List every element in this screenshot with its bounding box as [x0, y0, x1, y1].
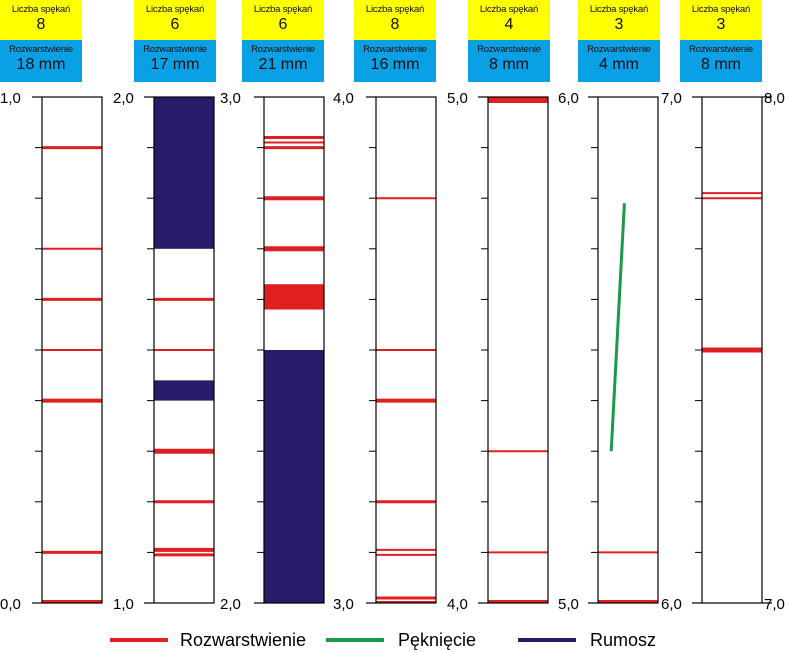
depth-label: 6,0 — [661, 596, 682, 613]
count-box: Liczba spękań 6 — [134, 0, 216, 40]
spacing-label: Rozwarstwienie — [363, 44, 427, 55]
spacing-label: Rozwarstwienie — [143, 44, 207, 55]
count-box: Liczba spękań 3 — [578, 0, 660, 40]
column-header: Liczba spękań 3 Rozwarstwienie 4 mm — [578, 0, 660, 82]
spacing-box: Rozwarstwienie 16 mm — [354, 40, 436, 82]
count-label: Liczba spękań — [589, 4, 649, 15]
spacing-box: Rozwarstwienie 8 mm — [680, 40, 762, 82]
rubble-zone — [154, 380, 214, 401]
crack-line — [609, 203, 626, 452]
spacing-label: Rozwarstwienie — [477, 44, 541, 55]
legend-label: Rumosz — [590, 630, 656, 650]
column-header: Liczba spękań 3 Rozwarstwienie 8 mm — [680, 0, 762, 82]
count-box: Liczba spękań 8 — [0, 0, 82, 40]
depth-label: 7,0 — [764, 596, 785, 613]
spacing-value: 18 mm — [16, 56, 66, 73]
depth-label: 3,0 — [333, 596, 354, 613]
depth-label: 3,0 — [220, 90, 241, 107]
depth-label: 6,0 — [558, 90, 579, 107]
count-label: Liczba spękań — [479, 4, 539, 15]
count-value: 3 — [614, 16, 624, 33]
delamination-zone — [264, 284, 324, 310]
depth-label: 2,0 — [220, 596, 241, 613]
depth-label: 1,0 — [113, 596, 134, 613]
count-label: Liczba spękań — [11, 4, 71, 15]
core-column — [487, 96, 549, 604]
count-label: Liczba spękań — [253, 4, 313, 15]
count-box: Liczba spękań 3 — [680, 0, 762, 40]
core-column — [597, 96, 659, 604]
count-box: Liczba spękań 8 — [354, 0, 436, 40]
rubble-zone — [154, 97, 214, 249]
depth-label: 5,0 — [447, 90, 468, 107]
rubble-zone — [264, 350, 324, 603]
count-value: 3 — [716, 16, 726, 33]
spacing-value: 16 mm — [370, 56, 420, 73]
spacing-box: Rozwarstwienie 8 mm — [468, 40, 550, 82]
depth-label: 0,0 — [0, 596, 21, 613]
count-label: Liczba spękań — [365, 4, 425, 15]
spacing-value: 8 mm — [489, 56, 529, 73]
legend-label: Pęknięcie — [398, 630, 476, 650]
depth-label: 5,0 — [558, 596, 579, 613]
depth-label: 1,0 — [0, 90, 21, 107]
spacing-box: Rozwarstwienie 18 mm — [0, 40, 82, 82]
count-box: Liczba spękań 6 — [242, 0, 324, 40]
depth-label: 4,0 — [447, 596, 468, 613]
spacing-value: 21 mm — [258, 56, 308, 73]
column-header: Liczba spękań 8 Rozwarstwienie 18 mm — [0, 0, 82, 82]
column-header: Liczba spękań 4 Rozwarstwienie 8 mm — [468, 0, 550, 82]
count-value: 8 — [390, 16, 400, 33]
spacing-box: Rozwarstwienie 21 mm — [242, 40, 324, 82]
spacing-value: 8 mm — [701, 56, 741, 73]
count-box: Liczba spękań 4 — [468, 0, 550, 40]
count-value: 6 — [170, 16, 180, 33]
spacing-label: Rozwarstwienie — [587, 44, 651, 55]
column-header: Liczba spękań 6 Rozwarstwienie 21 mm — [242, 0, 324, 82]
depth-label: 4,0 — [333, 90, 354, 107]
count-label: Liczba spękań — [145, 4, 205, 15]
depth-label: 8,0 — [764, 90, 785, 107]
spacing-label: Rozwarstwienie — [251, 44, 315, 55]
column-header: Liczba spękań 8 Rozwarstwienie 16 mm — [354, 0, 436, 82]
spacing-label: Rozwarstwienie — [9, 44, 73, 55]
legend-label: Rozwarstwienie — [180, 630, 306, 650]
spacing-box: Rozwarstwienie 4 mm — [578, 40, 660, 82]
spacing-box: Rozwarstwienie 17 mm — [134, 40, 216, 82]
count-value: 6 — [278, 16, 288, 33]
spacing-label: Rozwarstwienie — [689, 44, 753, 55]
spacing-value: 4 mm — [599, 56, 639, 73]
depth-label: 7,0 — [661, 90, 682, 107]
count-value: 8 — [36, 16, 46, 33]
count-label: Liczba spękań — [691, 4, 751, 15]
spacing-value: 17 mm — [150, 56, 200, 73]
depth-label: 2,0 — [113, 90, 134, 107]
count-value: 4 — [504, 16, 514, 33]
column-header: Liczba spękań 6 Rozwarstwienie 17 mm — [134, 0, 216, 82]
